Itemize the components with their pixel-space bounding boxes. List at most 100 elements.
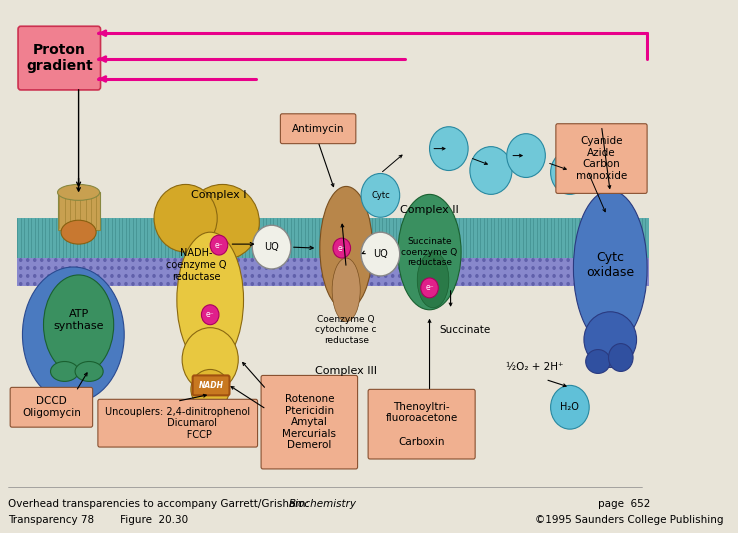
Ellipse shape [644,266,647,270]
Ellipse shape [159,282,163,286]
Ellipse shape [601,274,605,278]
Ellipse shape [75,266,78,270]
Ellipse shape [398,282,401,286]
Ellipse shape [208,266,212,270]
Ellipse shape [145,282,149,286]
Ellipse shape [538,258,542,262]
Bar [58,192,100,230]
Ellipse shape [286,282,289,286]
Ellipse shape [40,258,44,262]
Ellipse shape [430,127,468,171]
Ellipse shape [531,282,535,286]
Ellipse shape [391,266,394,270]
Ellipse shape [173,282,177,286]
Ellipse shape [377,258,380,262]
Ellipse shape [335,266,338,270]
Ellipse shape [173,274,177,278]
Text: ATP
synthase: ATP synthase [53,309,104,330]
Text: Proton
gradient: Proton gradient [26,43,93,73]
Ellipse shape [461,274,465,278]
Ellipse shape [507,134,545,177]
Ellipse shape [433,258,437,262]
Text: ½O₂ + 2H⁺: ½O₂ + 2H⁺ [506,362,564,373]
Ellipse shape [623,266,626,270]
Ellipse shape [265,266,268,270]
Ellipse shape [545,266,549,270]
Ellipse shape [566,258,570,262]
Ellipse shape [475,258,479,262]
Ellipse shape [496,258,500,262]
Ellipse shape [68,266,72,270]
Ellipse shape [531,258,535,262]
Ellipse shape [461,266,465,270]
Ellipse shape [314,258,317,262]
Ellipse shape [644,274,647,278]
Text: Succinate
coenzyme Q
reductase: Succinate coenzyme Q reductase [401,237,458,267]
Ellipse shape [447,266,451,270]
Ellipse shape [145,258,149,262]
Ellipse shape [50,361,78,382]
Ellipse shape [328,266,331,270]
Ellipse shape [138,282,142,286]
Ellipse shape [222,282,226,286]
Ellipse shape [468,274,472,278]
Bar [17,218,649,286]
Ellipse shape [538,266,542,270]
Ellipse shape [412,282,415,286]
Ellipse shape [131,274,135,278]
Ellipse shape [559,258,563,262]
Ellipse shape [166,266,170,270]
Ellipse shape [89,282,93,286]
Ellipse shape [489,266,493,270]
Ellipse shape [637,266,640,270]
Ellipse shape [265,282,268,286]
Ellipse shape [503,282,507,286]
Ellipse shape [252,225,291,269]
Ellipse shape [391,258,394,262]
Ellipse shape [370,282,373,286]
Ellipse shape [461,258,465,262]
Ellipse shape [44,275,114,375]
Ellipse shape [496,274,500,278]
Ellipse shape [244,266,247,270]
Ellipse shape [19,282,22,286]
Ellipse shape [356,274,359,278]
Ellipse shape [426,266,430,270]
Ellipse shape [293,274,296,278]
Ellipse shape [187,266,191,270]
Text: Succinate: Succinate [439,325,490,335]
Ellipse shape [332,258,360,322]
Ellipse shape [559,282,563,286]
Ellipse shape [82,282,86,286]
Ellipse shape [510,266,514,270]
Ellipse shape [286,274,289,278]
Ellipse shape [236,274,240,278]
Ellipse shape [391,282,394,286]
Ellipse shape [573,190,647,345]
Ellipse shape [251,266,254,270]
Text: Uncouplers: 2,4-dinitrophenol
         Dicumarol
              FCCP: Uncouplers: 2,4-dinitrophenol Dicumarol … [106,407,250,440]
Ellipse shape [551,151,589,195]
Ellipse shape [145,266,149,270]
Ellipse shape [210,235,228,255]
Ellipse shape [54,258,58,262]
FancyBboxPatch shape [368,389,475,459]
Ellipse shape [166,258,170,262]
FancyBboxPatch shape [193,375,230,395]
Ellipse shape [412,274,415,278]
Ellipse shape [152,274,156,278]
Text: e⁻: e⁻ [425,284,434,293]
Ellipse shape [440,274,444,278]
Ellipse shape [320,187,373,310]
Ellipse shape [426,258,430,262]
Ellipse shape [615,258,619,262]
Ellipse shape [524,258,528,262]
Ellipse shape [272,282,275,286]
Ellipse shape [630,282,633,286]
Ellipse shape [440,282,444,286]
Ellipse shape [272,274,275,278]
Ellipse shape [230,274,233,278]
Text: Rotenone
Ptericidin
Amytal
Mercurials
Demerol: Rotenone Ptericidin Amytal Mercurials De… [283,394,337,450]
Ellipse shape [110,266,114,270]
Ellipse shape [68,258,72,262]
